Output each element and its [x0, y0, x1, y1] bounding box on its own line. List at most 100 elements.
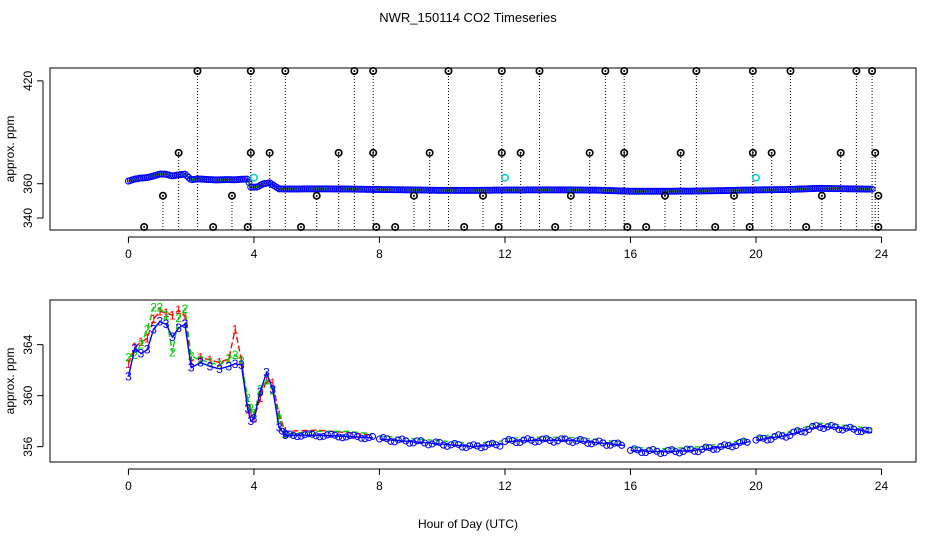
x-tick-label: 8	[376, 247, 383, 261]
segment-point	[709, 445, 717, 453]
series-2-label: 2	[232, 348, 239, 362]
top-ylabel: approx. ppm	[3, 116, 17, 183]
spike-point-dot	[337, 151, 340, 154]
segment-point	[539, 435, 547, 443]
spike-point-dot	[300, 226, 303, 228]
series-3-label: 3	[276, 421, 283, 435]
segment-point	[573, 437, 581, 445]
spike-point-dot	[805, 226, 808, 228]
series-3-label: 3	[226, 359, 233, 373]
series-3-point	[338, 434, 346, 442]
series-2-label: 2	[282, 427, 289, 441]
series-3-point	[297, 432, 305, 440]
spike-point-dot	[663, 194, 666, 197]
series-2-label: 2	[156, 301, 163, 315]
series-3-label: 3	[169, 330, 176, 344]
spike-point	[692, 67, 701, 76]
spike-point	[874, 191, 883, 200]
series-3-point	[342, 433, 350, 441]
series-3-point	[369, 433, 377, 441]
spike-point	[369, 67, 378, 76]
series-3-point	[327, 430, 335, 438]
y-tick-label: 360	[21, 385, 35, 405]
spike-point	[874, 223, 883, 232]
segment-point	[782, 433, 790, 441]
series-1-label: 1	[150, 312, 157, 326]
series-3-line	[127, 320, 374, 439]
series-3-point	[312, 432, 320, 440]
segment-point	[739, 437, 747, 445]
segment-point	[642, 449, 650, 457]
segment-point	[379, 433, 387, 441]
series-2-label: 2	[131, 348, 138, 362]
spike-point	[676, 148, 685, 157]
segment-point	[550, 438, 558, 446]
series-2-label: 2	[276, 412, 283, 426]
series-2-label: 2	[163, 308, 170, 322]
spike-point-dot	[877, 194, 880, 197]
spike-point-dot	[645, 226, 648, 228]
spike-point-dot	[714, 226, 717, 228]
spike-point	[444, 67, 453, 76]
segment-point	[591, 438, 599, 446]
spike-point	[372, 223, 381, 232]
segment-point	[485, 440, 493, 448]
spike-point	[246, 148, 255, 157]
series-1-label: 1	[232, 322, 239, 336]
spike-point	[535, 67, 544, 76]
series-3-label: 3	[232, 357, 239, 371]
level-point	[269, 181, 277, 189]
segment-point	[470, 441, 478, 449]
segment-point	[668, 446, 676, 454]
spike-point	[601, 67, 610, 76]
segment-point	[588, 440, 596, 448]
segment-point	[812, 422, 820, 430]
series-3-label: 3	[163, 317, 170, 331]
segment-point	[394, 436, 402, 444]
series-3-point	[361, 435, 369, 443]
spike-point	[193, 67, 202, 76]
series-3-label: 3	[175, 321, 182, 335]
segment-point	[375, 435, 383, 443]
spike-point	[516, 148, 525, 157]
spike-point-dot	[249, 151, 252, 154]
x-tick-label: 24	[875, 479, 889, 493]
series-3-point	[305, 430, 313, 438]
series-3-point	[365, 434, 373, 442]
segment-point	[645, 447, 653, 455]
segment-point	[820, 425, 828, 433]
series-2-label: 2	[125, 350, 132, 364]
spike-point	[623, 223, 632, 232]
spike-point	[585, 148, 594, 157]
spike-point-dot	[315, 194, 318, 197]
segment-point	[630, 445, 638, 453]
segment-point	[694, 448, 702, 456]
spike-point-dot	[284, 70, 287, 72]
segment-point	[618, 441, 626, 449]
x-tick-label: 8	[376, 479, 383, 493]
spike-point	[642, 223, 651, 232]
series-1-label: 1	[169, 308, 176, 322]
series-1-label: 1	[138, 335, 145, 349]
level-point	[271, 182, 279, 190]
segment-point	[835, 425, 843, 433]
segment-point	[424, 441, 432, 449]
segment-point	[409, 439, 417, 447]
segment-point	[458, 443, 466, 451]
spike-point-dot	[161, 194, 164, 197]
series-3-point	[282, 430, 290, 438]
segment-point	[488, 439, 496, 447]
level-point	[245, 178, 253, 186]
spike-point-dot	[751, 151, 754, 154]
level-point	[268, 180, 276, 188]
spike-point	[369, 148, 378, 157]
segment-point	[771, 432, 779, 440]
spike-point	[748, 148, 757, 157]
cyan-point	[249, 173, 258, 182]
series-1-label: 1	[257, 391, 264, 405]
x-tick-label: 12	[498, 479, 512, 493]
segment-point	[626, 446, 634, 454]
series-3-point	[346, 432, 354, 440]
segment-point	[736, 438, 744, 446]
cyan-point	[752, 173, 760, 182]
